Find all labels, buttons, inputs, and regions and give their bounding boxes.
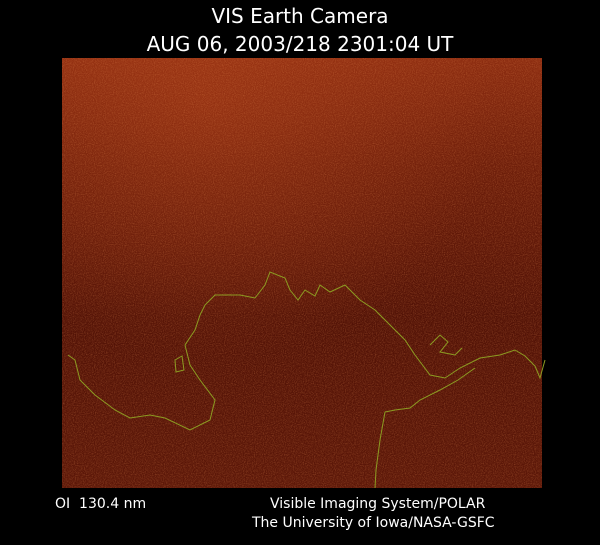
- title: VIS Earth Camera: [211, 4, 388, 28]
- coastline: [67, 271, 546, 489]
- instrument-label: Visible Imaging System/POLAR: [270, 496, 486, 512]
- camera-image: [62, 58, 546, 489]
- credit-label: The University of Iowa/NASA-GSFC: [251, 515, 495, 531]
- filter-label: OI 130.4 nm: [55, 496, 146, 512]
- subtitle: AUG 06, 2003/218 2301:04 UT: [147, 32, 455, 56]
